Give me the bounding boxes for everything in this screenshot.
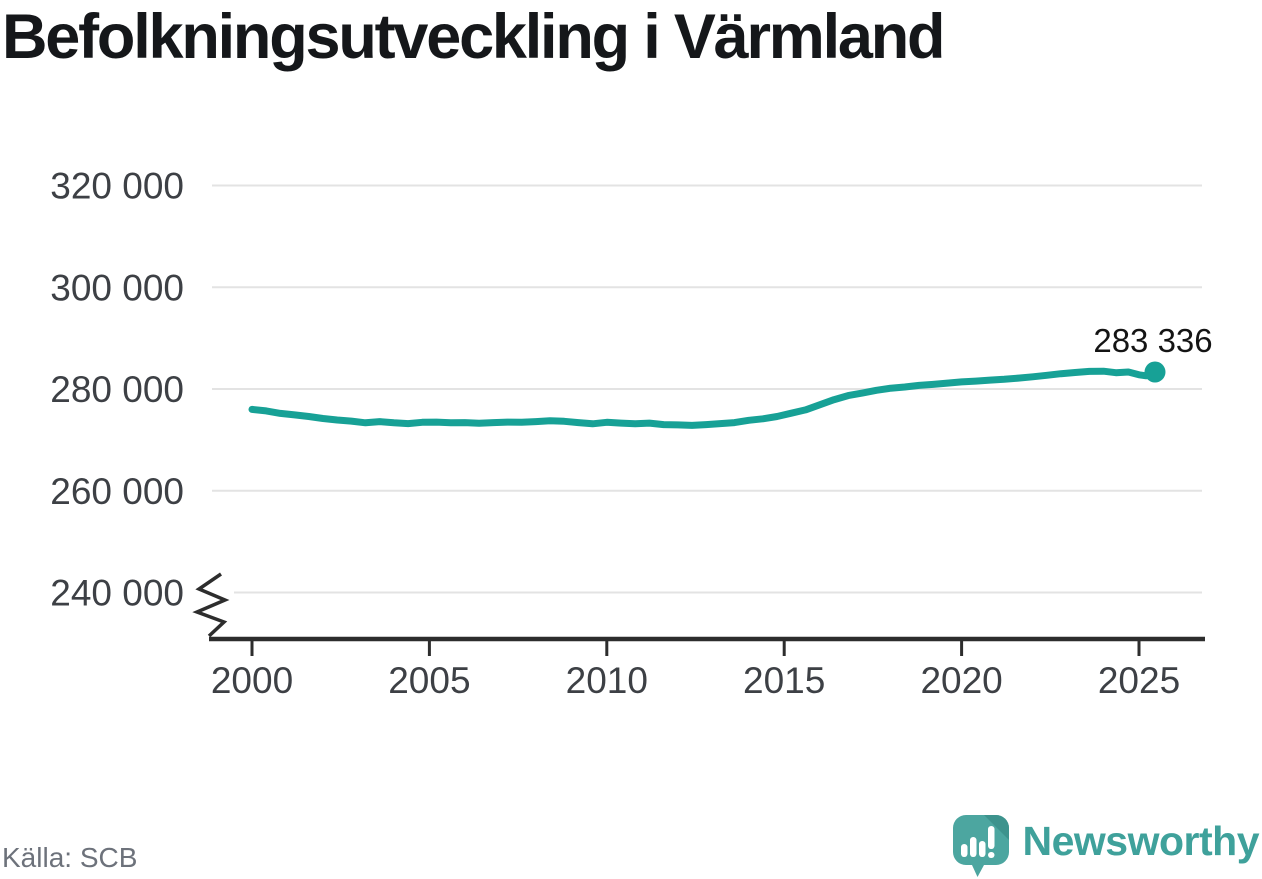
y-axis-tick-label: 300 000 [50,267,184,308]
x-axis-tick-label: 2000 [211,660,293,701]
population-line-chart: 320 000 300 000 280 000 260 000 240 000 2000 2… [50,166,1212,702]
axis-break-icon [192,572,230,638]
x-axis-tick-label: 2010 [566,660,648,701]
x-axis-tick-label: 2020 [920,660,1002,701]
latest-value-label: 283 336 [1093,322,1212,359]
population-line [248,367,1159,429]
chart-title: Befolkningsutveckling i Värmland [2,2,946,72]
brand-name: Newsworthy [1022,817,1260,864]
y-axis-tick-label: 260 000 [50,471,184,512]
y-axis-tick-label: 320 000 [50,166,184,207]
latest-value-dot [1144,361,1166,383]
newsworthy-logo-icon [952,815,1009,877]
brand-logo: Newsworthy [952,814,1260,878]
x-axis-tick-label: 2005 [388,660,470,701]
x-axis-tick-label: 2015 [743,660,825,701]
x-axis-tick-label: 2025 [1098,660,1180,701]
y-axis-tick-label: 280 000 [50,369,184,410]
y-axis-tick-label: 240 000 [50,573,184,614]
source-note: Källa: SCB [2,842,138,873]
